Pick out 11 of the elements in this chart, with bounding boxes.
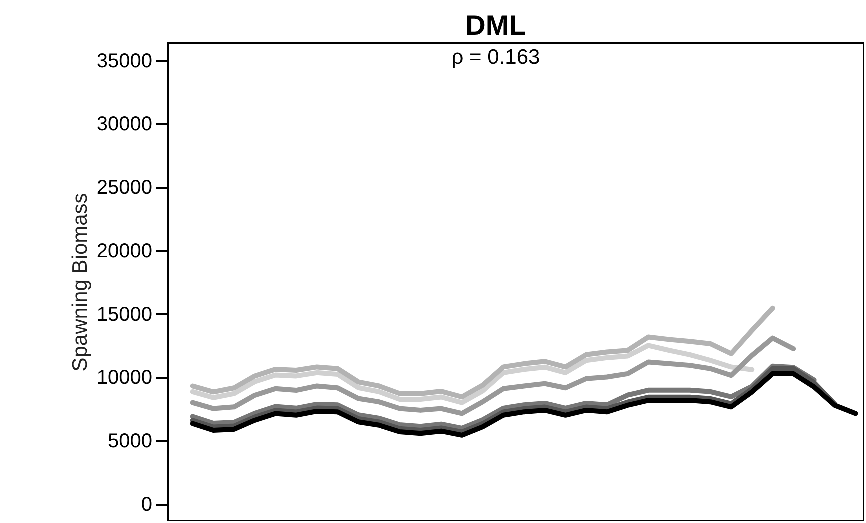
y-tick-label: 25000 (96, 177, 152, 200)
y-tick-label: 10000 (96, 367, 152, 390)
y-tick-label: 35000 (96, 50, 152, 72)
y-tick-label: 0 (141, 494, 152, 516)
y-axis-title: Spawning Biomass (68, 193, 92, 372)
y-tick-label: 30000 (96, 114, 152, 136)
chart-subtitle: ρ = 0.163 (452, 46, 540, 69)
y-tick-label: 5000 (108, 430, 152, 453)
chart-title: DML (466, 10, 526, 41)
y-tick-label: 15000 (96, 304, 152, 326)
y-tick-label: 20000 (96, 240, 152, 262)
